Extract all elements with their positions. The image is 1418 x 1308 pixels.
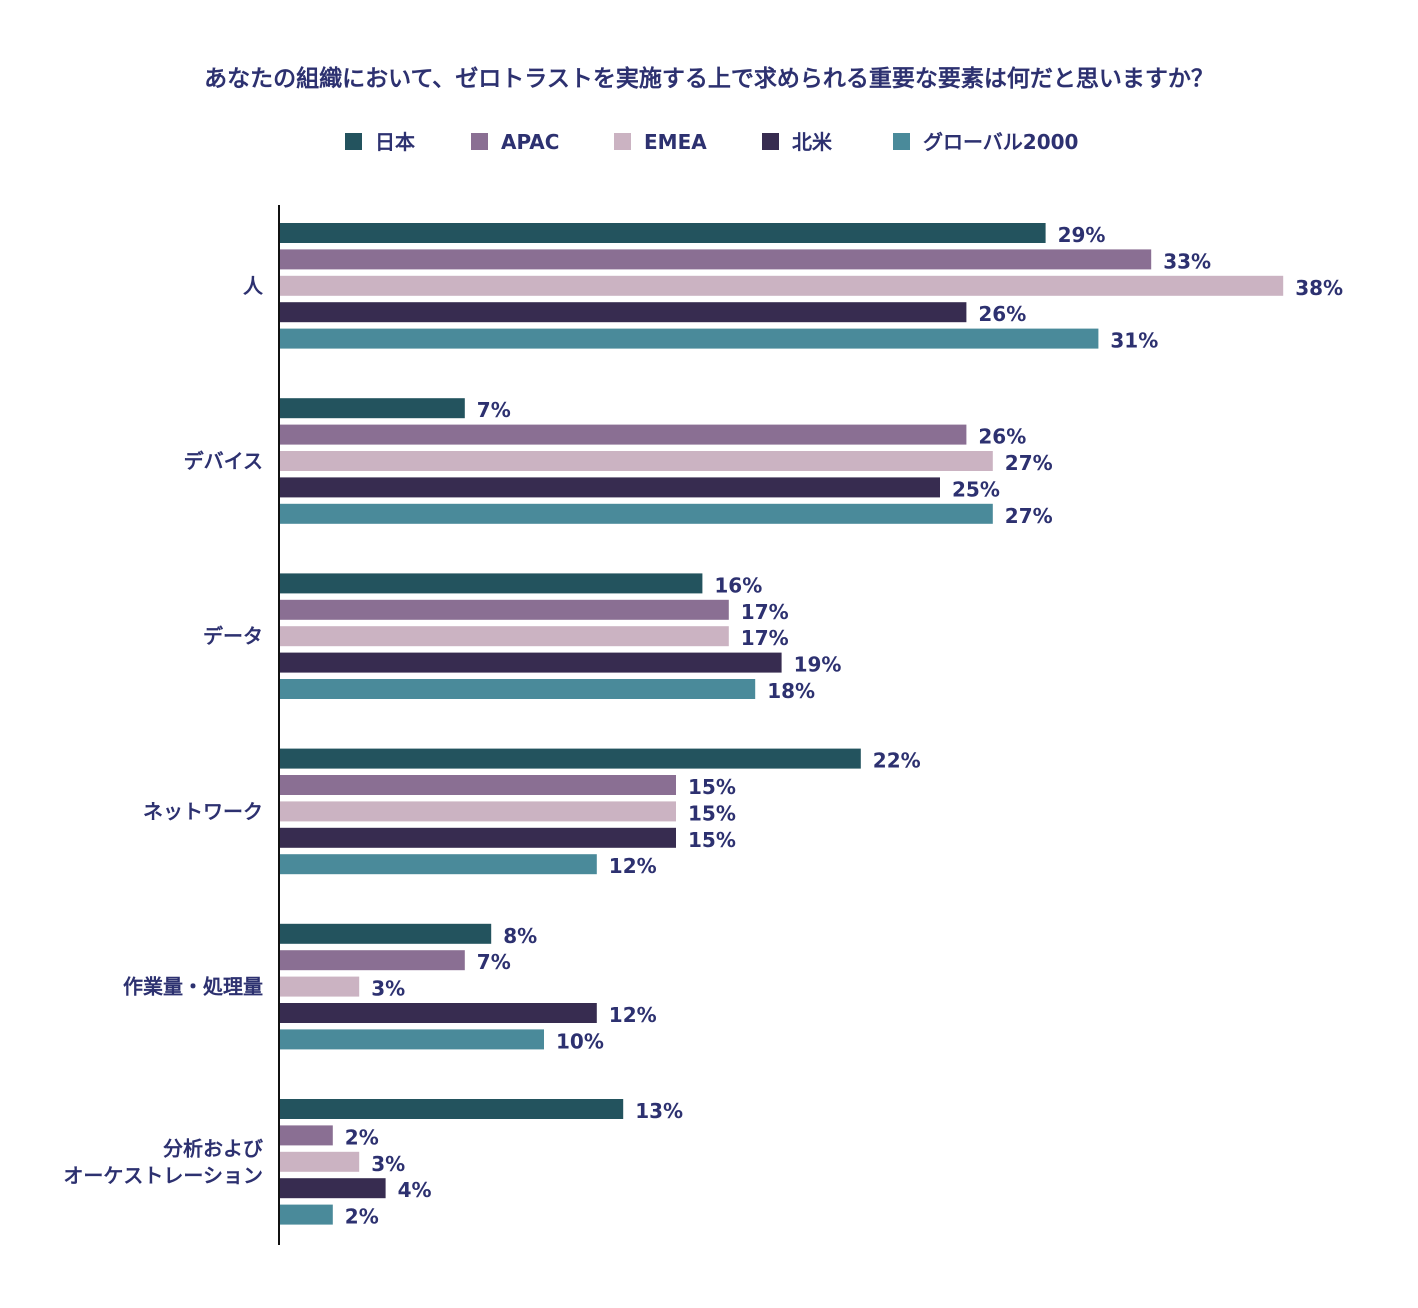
data-label: 12% [609, 1003, 657, 1027]
data-label: 19% [794, 653, 842, 677]
bar [280, 652, 782, 673]
bar [280, 503, 993, 524]
bar [280, 599, 729, 620]
bar [280, 854, 597, 875]
data-label: 33% [1163, 249, 1211, 273]
legend-swatch [345, 133, 362, 150]
legend-item: EMEA [614, 130, 707, 154]
legend: 日本 APAC EMEA 北米 グローバル2000 [345, 130, 1078, 154]
legend-item: 日本 [345, 130, 415, 154]
data-label: 2% [345, 1125, 379, 1149]
data-label: 27% [1005, 504, 1053, 528]
data-label: 16% [714, 573, 762, 597]
bar [280, 1151, 360, 1172]
data-label: 15% [688, 801, 736, 825]
bar [280, 573, 703, 594]
legend-swatch [471, 133, 488, 150]
data-label: 15% [688, 775, 736, 799]
category-label: 分析およびオーケストレーション [63, 1136, 264, 1187]
data-label: 29% [1058, 223, 1106, 247]
bar [280, 223, 1046, 243]
bar [280, 1099, 624, 1119]
legend-item: APAC [471, 130, 559, 154]
data-label: 26% [978, 302, 1026, 326]
category-label: データ [203, 624, 263, 648]
data-label: 26% [978, 425, 1026, 449]
data-label: 13% [635, 1099, 683, 1123]
bar [280, 398, 465, 419]
data-label: 15% [688, 828, 736, 852]
legend-item: グローバル2000 [893, 130, 1078, 154]
bar [280, 827, 676, 848]
data-label: 38% [1295, 276, 1343, 300]
legend-swatch [893, 133, 910, 150]
bar [280, 451, 993, 471]
data-label: 12% [609, 854, 657, 878]
bar [280, 424, 967, 445]
data-label: 25% [952, 477, 1000, 501]
data-label: 3% [371, 977, 405, 1001]
legend-label: APAC [501, 130, 559, 154]
legend-label: EMEA [644, 130, 707, 154]
data-label: 27% [1005, 451, 1053, 475]
data-label: 10% [556, 1029, 604, 1053]
bar [280, 1003, 597, 1023]
data-label: 31% [1110, 329, 1158, 353]
chart-title: あなたの組織において、ゼロトラストを実施する上で求められる重要な要素は何だと思い… [204, 65, 1214, 92]
legend-label: グローバル2000 [923, 130, 1078, 154]
legend-label: 北米 [792, 130, 833, 154]
bar [280, 801, 676, 822]
bar [280, 679, 756, 699]
legend-swatch [614, 133, 631, 150]
legend-swatch [762, 133, 779, 150]
data-label: 7% [477, 950, 511, 974]
bar [280, 626, 729, 647]
category-label: 人 [243, 274, 264, 298]
bar [280, 328, 1099, 349]
category-label: ネットワーク [143, 799, 263, 823]
bar [280, 275, 1284, 296]
bar [280, 775, 676, 795]
category-label: デバイス [184, 449, 263, 473]
bar [280, 1178, 386, 1199]
bar [280, 249, 1152, 270]
data-label: 17% [741, 626, 789, 650]
data-label: 3% [371, 1152, 405, 1176]
data-label: 4% [398, 1178, 432, 1202]
bar [280, 302, 967, 323]
bar [280, 477, 940, 498]
bar [280, 976, 360, 997]
legend-label: 日本 [375, 130, 415, 154]
data-label: 17% [741, 600, 789, 624]
bar [280, 1204, 333, 1225]
data-label: 22% [873, 749, 921, 773]
data-label: 2% [345, 1205, 379, 1229]
bar [280, 923, 492, 944]
bar [280, 1125, 333, 1146]
bar [280, 950, 465, 971]
category-label: 作業量・処理量 [123, 975, 263, 999]
data-label: 18% [767, 679, 815, 703]
bar [280, 748, 861, 769]
data-label: 8% [503, 924, 537, 948]
legend-item: 北米 [762, 130, 833, 154]
bars: 29%33%38%26%31%7%26%27%25%27%16%17%17%19… [280, 223, 1343, 1229]
data-label: 7% [477, 398, 511, 422]
bar [280, 1029, 544, 1050]
